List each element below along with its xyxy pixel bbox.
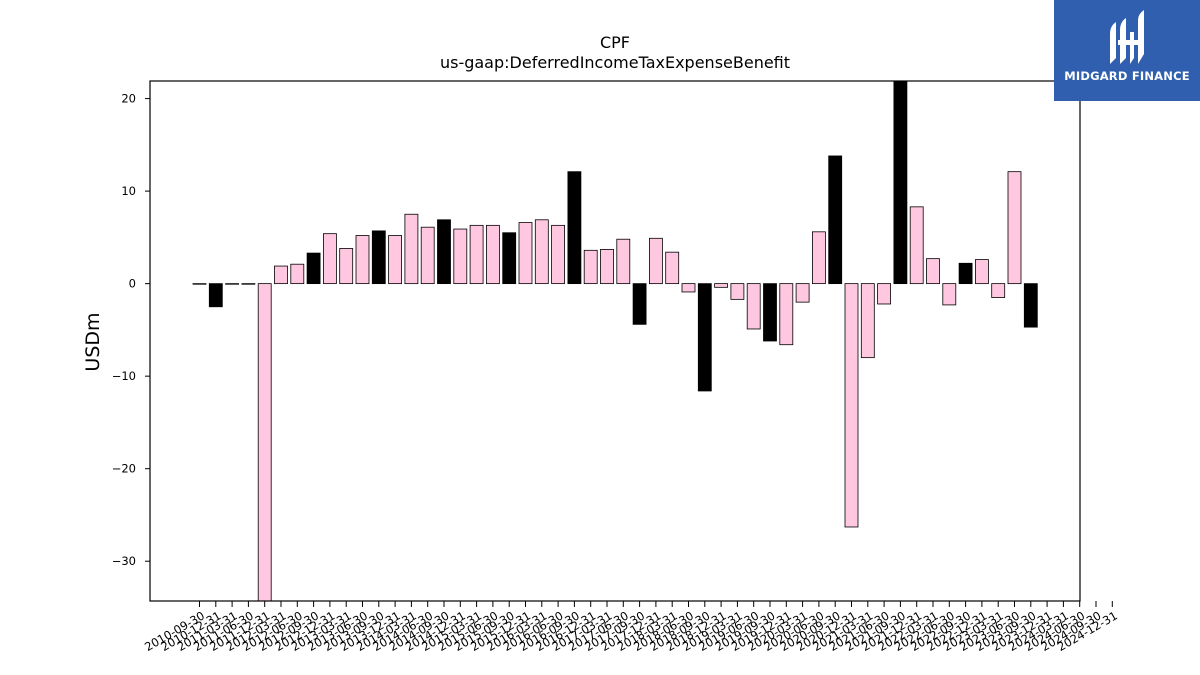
bar [306,252,321,285]
bar [926,258,940,285]
bar [958,262,973,285]
bar [518,222,533,285]
chart-subtitle: us-gaap:DeferredIncomeTaxExpenseBenefit [440,53,790,72]
bar [877,283,891,305]
bar [697,283,712,392]
bar [779,283,794,346]
bar [860,283,875,359]
bar [420,226,435,285]
logo-text: MIDGARD FINANCE [1064,69,1190,83]
y-tick-label: 0 [129,277,136,291]
bar [1007,171,1022,285]
bar [388,235,403,285]
bar [681,283,696,293]
bar [812,231,826,285]
bar [274,265,288,285]
x-axis: 2010-09-302010-12-312011-03-312011-06-30… [142,601,1120,654]
y-tick-label: −10 [112,369,136,383]
y-axis: 20 10 0 −10 −20 −30 [112,92,150,568]
bar [714,283,728,288]
bar [453,228,468,285]
bar [632,283,647,325]
bar [371,230,386,285]
midgard-finance-logo: MIDGARD FINANCE [1054,0,1200,101]
y-tick-label: −20 [112,462,136,476]
bar [257,283,272,602]
bar [649,237,663,285]
bar [355,235,370,285]
bar [991,283,1006,298]
y-axis-label: USDm [82,312,104,371]
bar [844,283,859,528]
bar [208,283,223,308]
bar [469,224,484,285]
bar [828,155,843,285]
bar [502,232,517,285]
bar [534,219,549,285]
y-tick-label: 10 [121,184,136,198]
y-tick-label: 20 [121,92,136,106]
bar [893,80,908,285]
bar [567,171,582,285]
bar [583,249,598,285]
bar [404,213,419,285]
bars-group [192,80,1038,602]
midgard-logo-icon [1110,10,1144,64]
bar [942,283,957,306]
bar [192,283,207,285]
plot-frame [149,80,1081,602]
bar [795,283,810,303]
bar [551,224,565,285]
bar [437,219,451,285]
bar [746,283,761,330]
bar [1023,283,1038,328]
bar [600,248,614,285]
chart-title: CPF [600,33,630,52]
y-tick-label: −30 [112,554,136,568]
bar [909,206,924,285]
bar [730,283,745,300]
bar [975,259,989,285]
bar [616,238,631,285]
bar [763,283,777,342]
bar [225,283,240,285]
bar [241,283,256,285]
bar [485,224,500,285]
bar [339,248,354,285]
bar [665,251,680,285]
bar [322,233,337,285]
bar [290,263,305,285]
